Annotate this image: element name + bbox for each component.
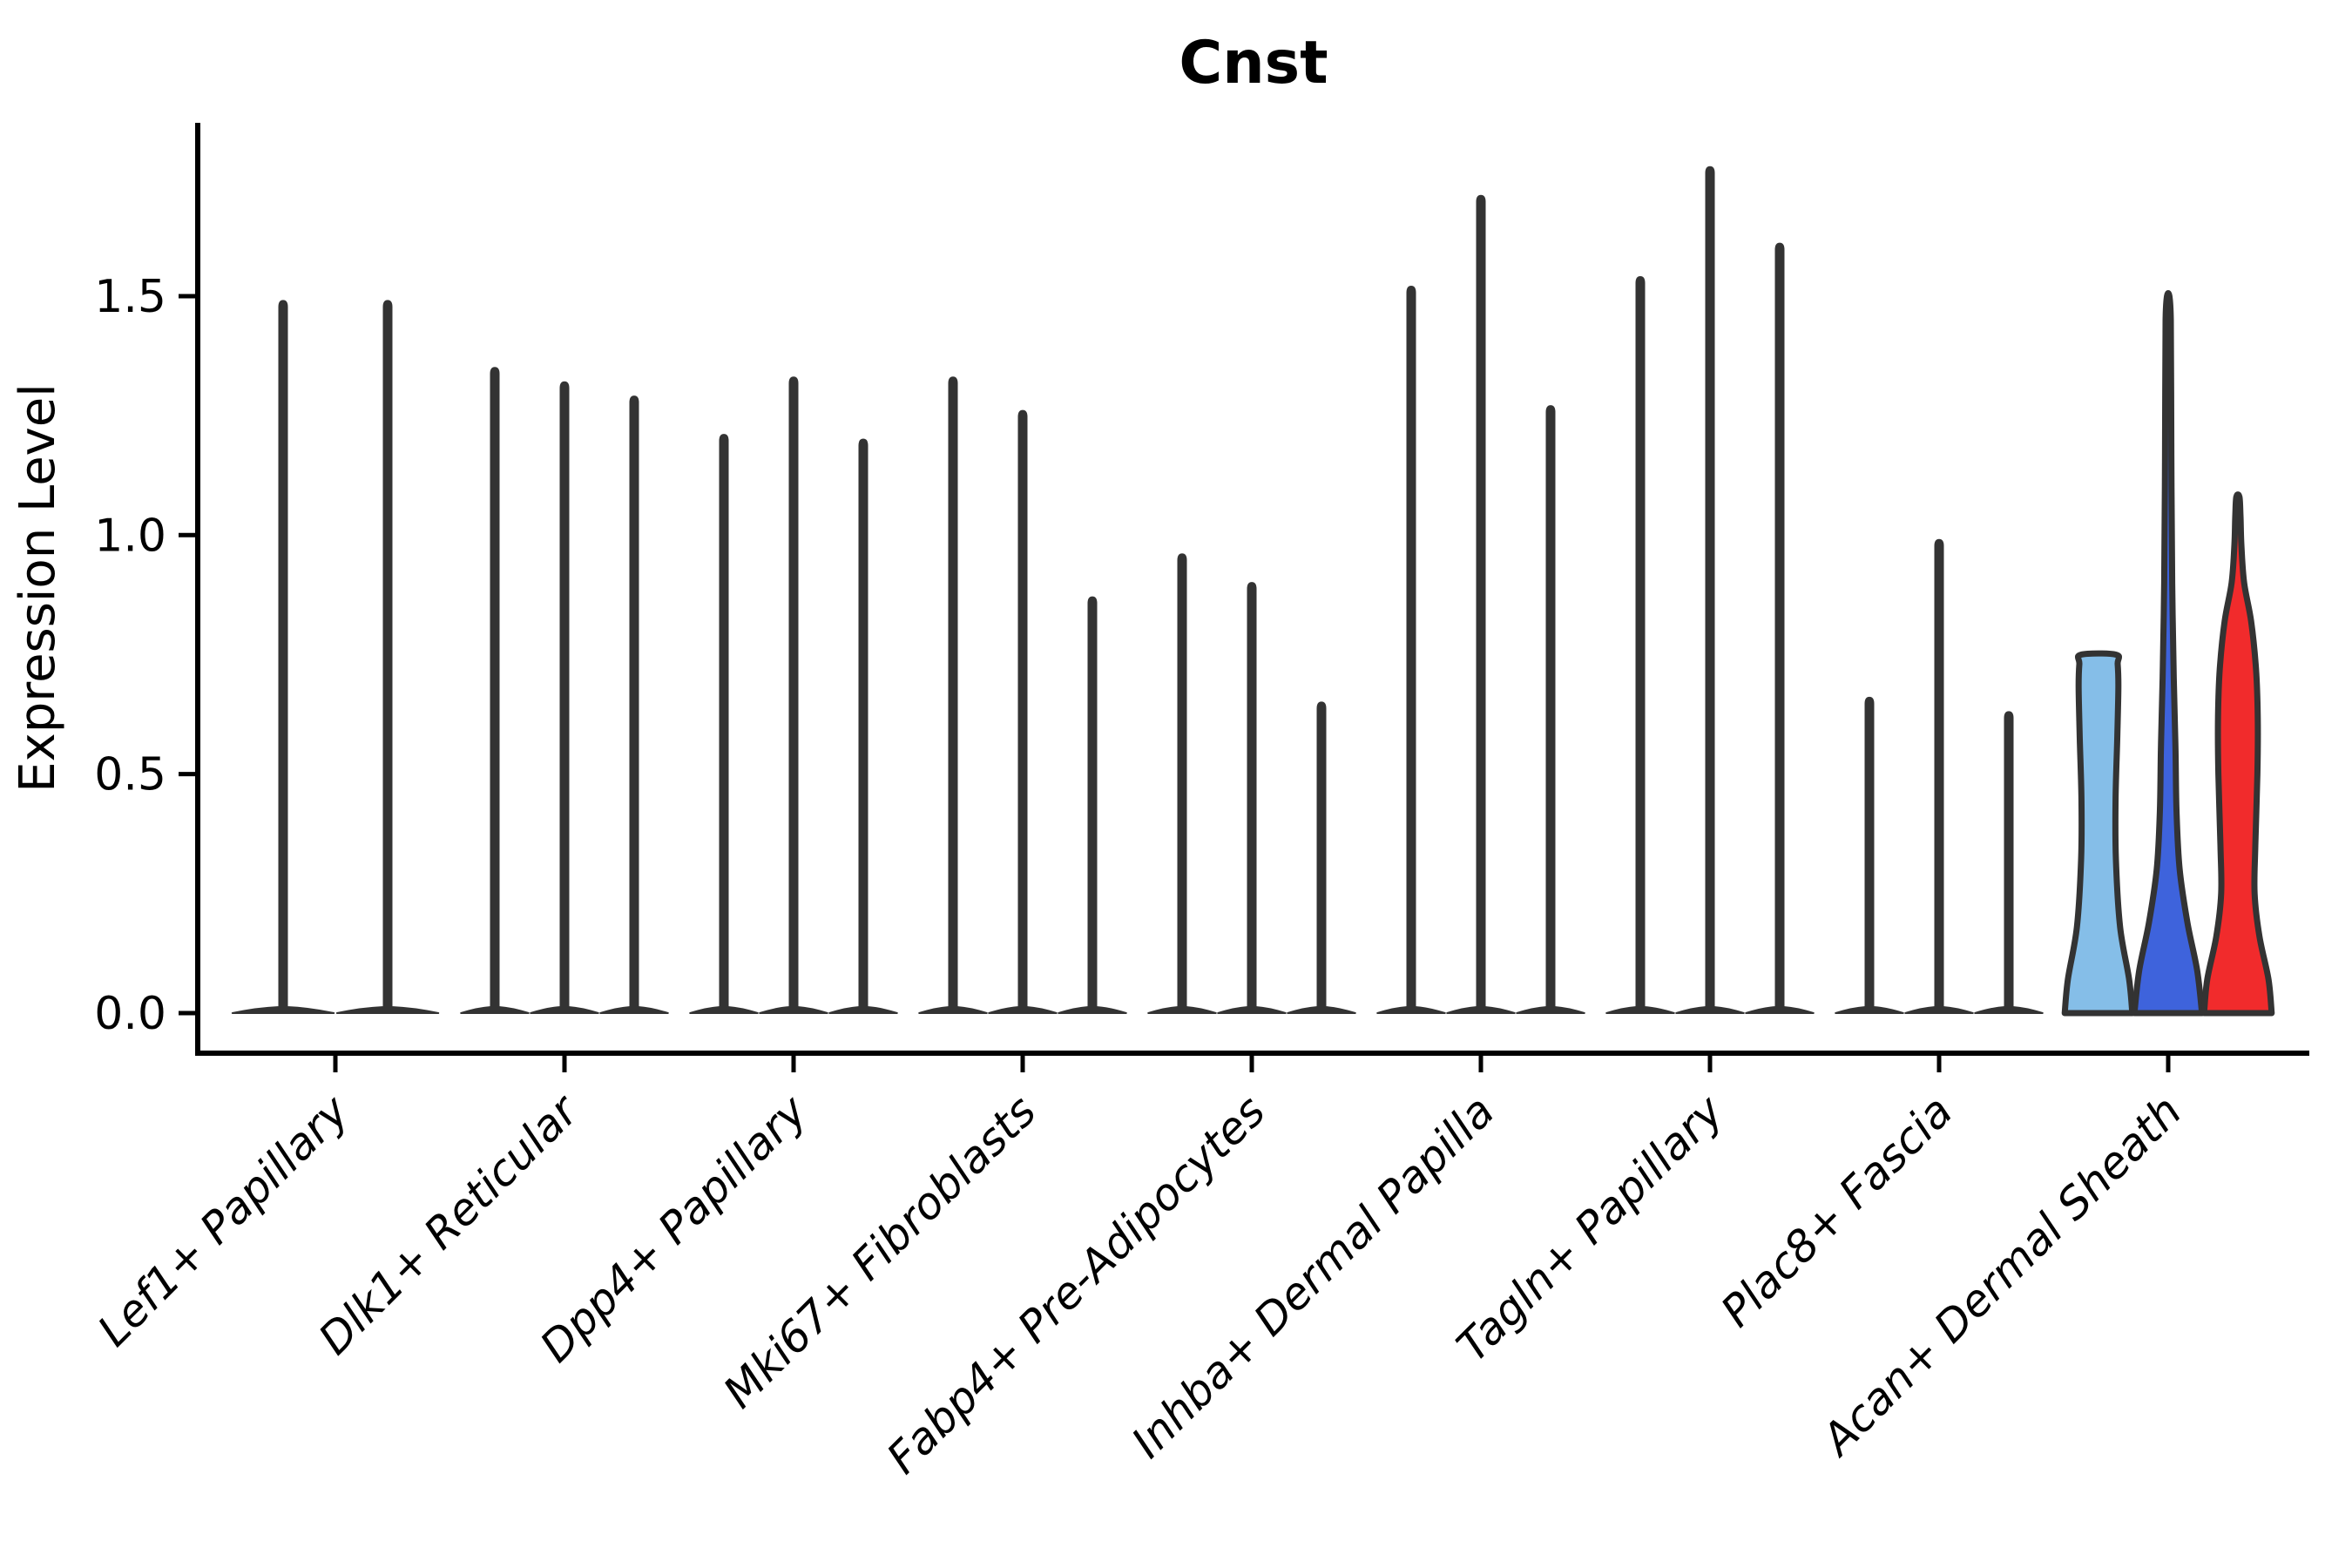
violin-spike <box>530 381 599 1014</box>
violin-body <box>2200 491 2275 1017</box>
y-tick-label: 1.5 <box>94 271 166 323</box>
x-tick-label: Fabp4+ Pre-Adipocytes <box>877 1085 1275 1484</box>
violin-spike <box>1058 596 1127 1014</box>
violin-spike <box>689 434 759 1014</box>
violin-spike <box>1516 405 1585 1014</box>
y-tick-label: 1.0 <box>94 510 166 562</box>
violin-spike <box>1745 242 1815 1014</box>
violin-spike <box>599 395 669 1014</box>
violin-spike <box>1675 166 1745 1014</box>
violin-spike <box>918 376 988 1014</box>
x-tick-label: Plac8+ Fascia <box>1712 1085 1963 1336</box>
violin-spike <box>1376 285 1446 1014</box>
violin-spike <box>1835 696 1904 1014</box>
y-tick-label: 0.0 <box>94 988 166 1040</box>
violin-spike <box>828 438 898 1014</box>
violin-spike <box>1446 194 1516 1014</box>
violin-spike <box>1287 701 1356 1014</box>
violin-spike <box>335 300 440 1014</box>
violin-spike <box>759 376 828 1014</box>
violin-group <box>1376 194 1585 1014</box>
violin-spike <box>1605 276 1675 1014</box>
violin-group <box>918 376 1127 1014</box>
violin-group <box>2061 290 2275 1017</box>
y-tick-label: 0.5 <box>94 749 166 801</box>
chart-title: Cnst <box>1179 29 1328 98</box>
violin-spike <box>1974 711 2044 1014</box>
violin-group <box>231 300 440 1014</box>
violin-spike <box>231 300 335 1014</box>
violin-spike <box>1147 553 1217 1014</box>
violin-group <box>460 367 669 1014</box>
x-tick-label: Acan+ Dermal Sheath <box>1811 1085 2192 1466</box>
violin-group <box>1147 553 1356 1014</box>
violin-group <box>1605 166 1815 1014</box>
violin-spike <box>988 409 1058 1014</box>
violin-group <box>689 376 898 1014</box>
x-tick-label: Inhba+ Dermal Papilla <box>1122 1085 1504 1467</box>
x-tick-label: Lef1+ Papillary <box>88 1085 359 1355</box>
violin-spike <box>1904 538 1974 1014</box>
violin-spike <box>460 367 530 1014</box>
y-axis-label: Expression Level <box>10 383 66 793</box>
violin-spike <box>1217 582 1287 1014</box>
violin-body <box>2131 290 2206 1017</box>
violin-body <box>2061 650 2136 1017</box>
violin-group <box>1835 538 2044 1014</box>
